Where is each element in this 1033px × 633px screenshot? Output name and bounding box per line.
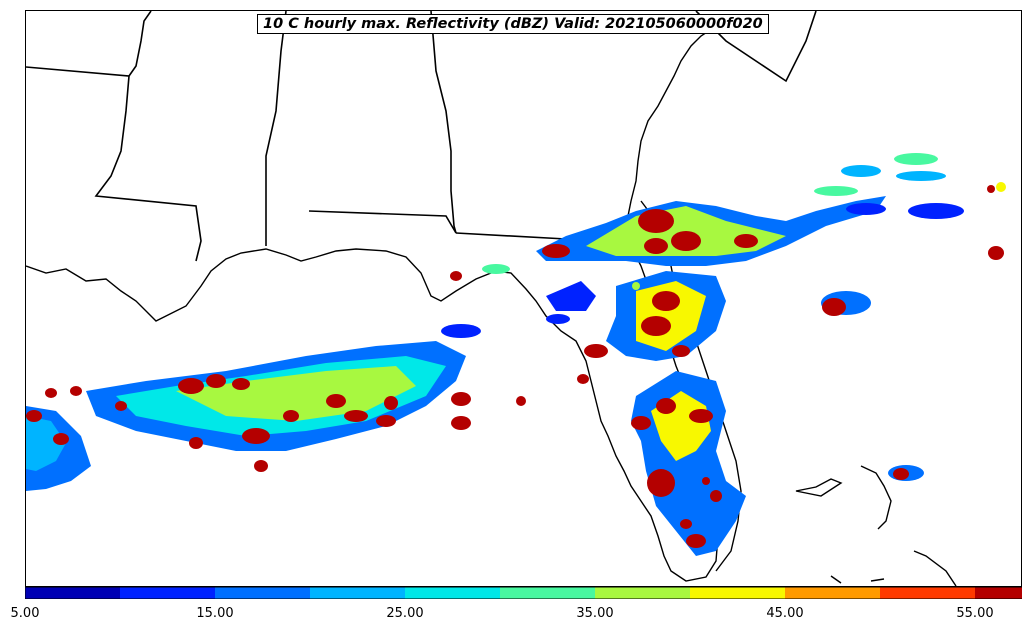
- colorbar-tick-label: 45.00: [766, 606, 804, 621]
- colorbar-segment: [595, 587, 691, 599]
- colorbar-segment: [215, 587, 311, 599]
- colorbar-segment: [25, 587, 121, 599]
- map-canvas: [26, 11, 1006, 586]
- colorbar-tick-label: 55.00: [956, 606, 994, 621]
- colorbar-tick-label: 15.00: [196, 606, 234, 621]
- colorbar-segment: [310, 587, 406, 599]
- map-panel: [25, 10, 1022, 587]
- map-title: 10 C hourly max. Reflectivity (dBZ) Vali…: [257, 14, 769, 34]
- colorbar-segment: [975, 587, 1022, 599]
- colorbar-segment: [500, 587, 596, 599]
- colorbar-segment: [880, 587, 976, 599]
- colorbar-segment: [690, 587, 786, 599]
- colorbar-tick-label: 5.00: [10, 606, 40, 621]
- reflectivity-field: [26, 153, 1006, 556]
- coastline: [26, 20, 957, 586]
- colorbar-segment: [120, 587, 216, 599]
- colorbar-tick-label: 35.00: [576, 606, 614, 621]
- colorbar-segment: [405, 587, 501, 599]
- colorbar-segment: [785, 587, 881, 599]
- colorbar: [25, 587, 1022, 599]
- colorbar-tick-label: 25.00: [386, 606, 424, 621]
